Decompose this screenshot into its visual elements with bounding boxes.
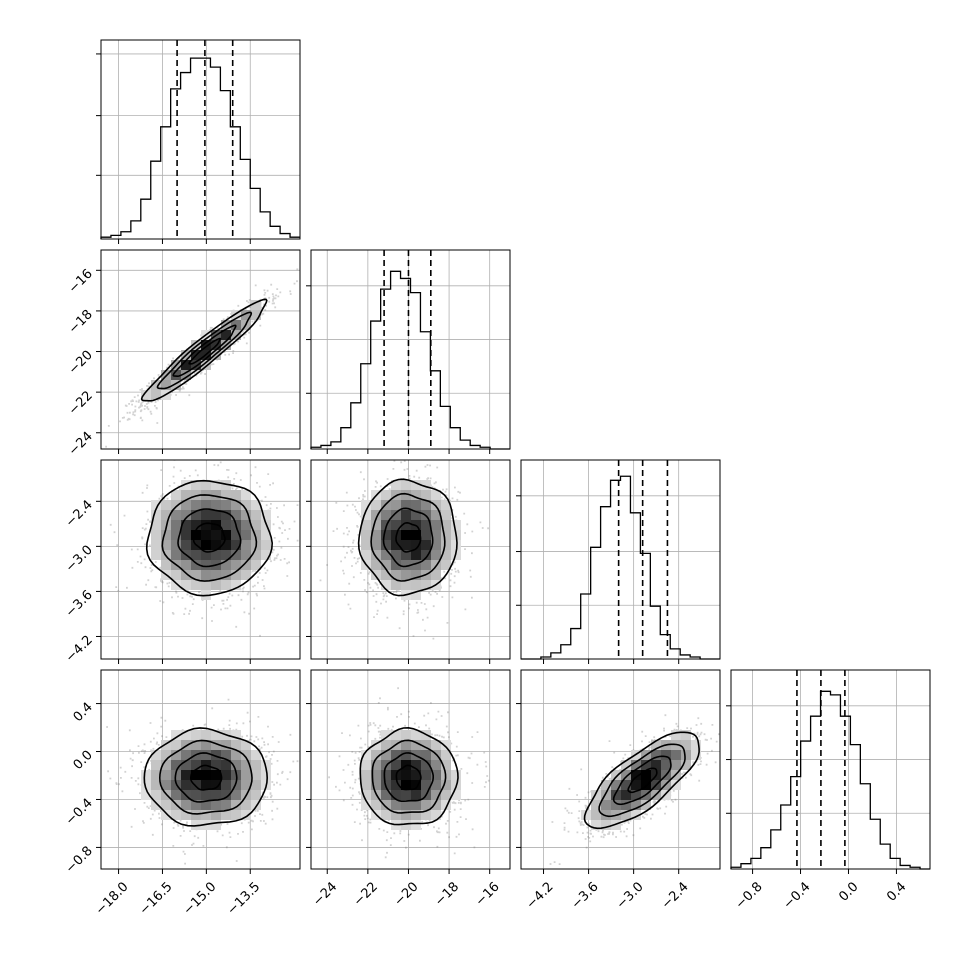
y-tick-label-3-3: 0.4 [71,700,96,725]
x-tick-label-1-2: −20 [392,879,422,909]
pair-1-2-frame [310,459,511,660]
pair-panel-0-3 [96,669,301,874]
pair-0-1-contour-1 [172,324,237,377]
hist-2-steps [521,475,720,660]
pair-0-1-frame [100,249,301,450]
hist-0-frame [100,39,301,240]
y-tick-label-2-3: −2.4 [63,498,96,531]
x-tick-label-0-3: −13.5 [225,879,264,918]
x-tick-label-3-1: −0.4 [781,879,814,912]
pair-2-3-contour-3 [583,731,700,830]
pair-2-3-area [521,670,720,869]
pair-0-2-contour-0 [192,522,226,553]
pair-0-1-area [101,250,300,449]
pair-1-3-contour-2 [371,739,447,814]
pair-0-3-contour-2 [158,739,253,815]
y-tick-label-2-1: −3.6 [63,588,96,621]
hist-0-steps [100,57,300,239]
pair-panel-2-3 [516,669,721,874]
hist-panel-2 [516,459,721,664]
y-tick-label-3-2: 0.0 [71,748,96,773]
pair-0-3-frame [100,669,301,870]
hist-3-frame [730,669,931,870]
y-tick-label-3-1: −0.4 [63,796,96,829]
x-tick-label-0-0: −18.0 [93,879,132,918]
x-tick-label-2-2: −3.0 [614,879,647,912]
hist-panel-3 [726,669,931,874]
x-tick-label-1-4: −16 [473,879,503,909]
pair-2-3-contour-2 [598,743,686,818]
y-tick-label-3-0: −0.8 [63,844,96,877]
hist-1-frame [310,249,511,450]
pair-1-2-contour-0 [395,521,422,553]
pair-1-2-area [311,460,510,659]
pair-panel-1-2 [306,459,511,664]
y-tick-label-1-0: −24 [66,429,96,459]
hist-panel-0 [96,39,301,244]
pair-panel-0-2 [96,459,301,664]
pair-0-3-contour-0 [189,764,223,791]
pair-0-3-contour-3 [143,727,269,827]
hist-2-frame [520,459,721,660]
x-tick-label-1-3: −18 [432,879,462,909]
pair-0-2-contour-1 [177,508,242,568]
hist-1-steps [310,270,510,450]
pair-0-1-contour-2 [156,311,253,390]
y-tick-label-1-1: −22 [66,388,96,418]
pair-2-3-contour-0 [627,767,658,794]
pair-1-2-contour-1 [382,507,434,568]
pair-0-2-contour-2 [161,494,258,582]
hist-panel-1 [306,249,511,454]
y-tick-label-1-3: −18 [66,307,96,337]
pair-0-2-area [101,460,300,659]
pair-panel-0-1 [96,249,301,454]
pair-1-2-contour-3 [357,478,458,597]
pair-0-1-contour-0 [188,337,222,365]
hist-3-steps [730,690,930,870]
pair-1-3-frame [310,669,511,870]
x-tick-label-1-0: −24 [310,879,340,909]
x-tick-label-0-1: −16.5 [137,879,176,918]
x-tick-label-2-0: −4.2 [524,879,557,912]
pair-1-2-contour-2 [370,492,446,582]
pair-1-3-area [311,670,510,869]
y-tick-label-2-0: −4.2 [63,633,96,666]
pair-0-2-contour-3 [145,479,274,597]
pair-0-3-area [101,670,300,869]
pair-1-3-contour-1 [383,752,434,802]
y-tick-label-1-4: −16 [66,267,96,297]
y-tick-label-2-2: −3.0 [63,543,96,576]
x-tick-label-1-1: −22 [351,879,381,909]
pair-0-3-contour-1 [174,752,238,803]
pair-0-1-contour-3 [140,298,268,402]
y-tick-label-1-2: −20 [66,348,96,378]
x-tick-label-2-1: −3.6 [569,879,602,912]
x-tick-label-0-2: −15.0 [181,879,220,918]
x-tick-label-3-0: −0.8 [733,879,766,912]
pair-2-3-frame [520,669,721,870]
pair-panel-1-3 [306,669,511,874]
pair-1-3-contour-3 [359,726,459,826]
x-tick-label-3-2: 0.0 [836,879,861,904]
pair-1-3-contour-0 [395,764,422,791]
pair-2-3-contour-1 [612,755,672,806]
pair-0-2-frame [100,459,301,660]
x-tick-label-3-3: 0.4 [884,879,909,904]
panels [96,39,931,874]
x-tick-label-2-3: −2.4 [659,879,692,912]
